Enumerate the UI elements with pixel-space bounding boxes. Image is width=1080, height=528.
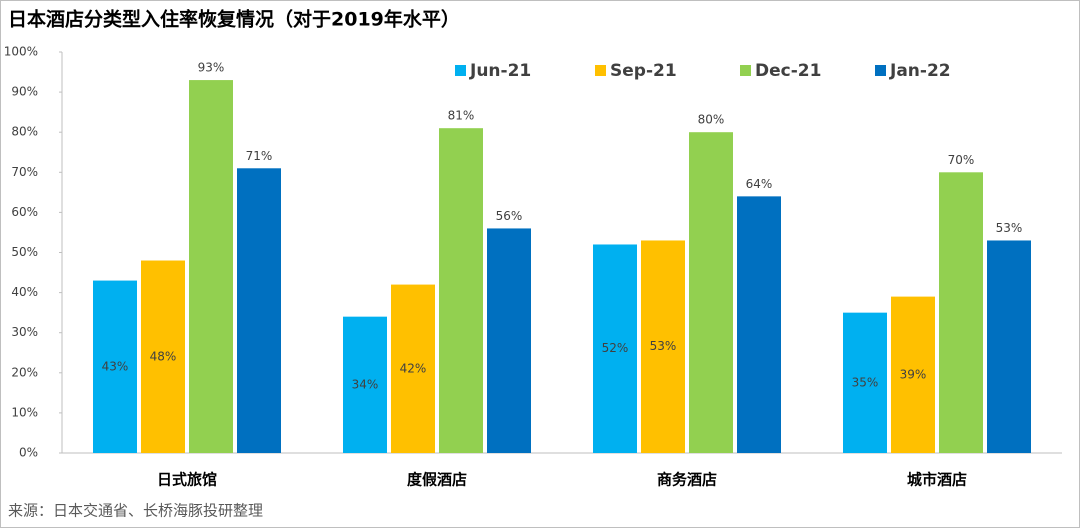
- data-label: 81%: [448, 109, 475, 123]
- legend-label: Sep-21: [610, 61, 677, 81]
- x-tick-label: 商务酒店: [657, 471, 717, 489]
- bar: [737, 196, 781, 454]
- x-tick-label: 城市酒店: [907, 471, 967, 489]
- legend-swatch: [595, 65, 606, 76]
- bar: [843, 312, 887, 453]
- bar: [439, 128, 483, 453]
- data-label: 53%: [650, 339, 677, 353]
- y-tick-label: 0%: [19, 446, 38, 460]
- bar: [891, 296, 935, 453]
- bar: [237, 168, 281, 454]
- y-tick-label: 20%: [11, 365, 38, 379]
- data-label: 43%: [102, 359, 129, 373]
- x-tick-label: 度假酒店: [407, 471, 467, 489]
- y-tick-label: 80%: [11, 125, 38, 139]
- data-label: 64%: [746, 177, 773, 191]
- y-tick-label: 50%: [11, 245, 38, 259]
- x-tick-label: 日式旅馆: [157, 471, 217, 489]
- data-label: 34%: [352, 377, 379, 391]
- bar: [141, 260, 185, 453]
- bar: [189, 80, 233, 453]
- bar: [487, 228, 531, 453]
- data-label: 39%: [900, 367, 927, 381]
- data-label: 93%: [198, 61, 225, 75]
- legend-label: Dec-21: [755, 61, 821, 81]
- y-tick-label: 10%: [11, 405, 38, 419]
- legend-label: Jan-22: [889, 61, 951, 81]
- bar: [343, 316, 387, 453]
- y-tick-label: 30%: [11, 325, 38, 339]
- data-label: 80%: [698, 113, 725, 127]
- data-label: 35%: [852, 375, 879, 389]
- y-tick-label: 60%: [11, 205, 38, 219]
- source-note: 来源：日本交通省、长桥海豚投研整理: [8, 502, 263, 520]
- legend-label: Jun-21: [469, 61, 531, 81]
- legend-swatch: [875, 65, 886, 76]
- y-tick-label: 40%: [11, 285, 38, 299]
- data-label: 53%: [996, 221, 1023, 235]
- data-label: 42%: [400, 361, 427, 375]
- data-label: 48%: [150, 349, 177, 363]
- chart-title: 日本酒店分类型入住率恢复情况（对于2019年水平）: [8, 8, 460, 31]
- bar: [641, 240, 685, 453]
- data-label: 52%: [602, 341, 629, 355]
- legend-swatch: [740, 65, 751, 76]
- bar: [93, 280, 137, 453]
- y-tick-label: 100%: [4, 45, 38, 59]
- y-tick-label: 70%: [11, 165, 38, 179]
- legend-swatch: [455, 65, 466, 76]
- data-label: 70%: [948, 153, 975, 167]
- data-label: 71%: [246, 149, 273, 163]
- bar: [593, 244, 637, 453]
- data-label: 56%: [496, 209, 523, 223]
- bar: [939, 172, 983, 454]
- bar: [987, 240, 1031, 453]
- bar: [689, 132, 733, 453]
- y-tick-label: 90%: [11, 85, 38, 99]
- bar: [391, 284, 435, 453]
